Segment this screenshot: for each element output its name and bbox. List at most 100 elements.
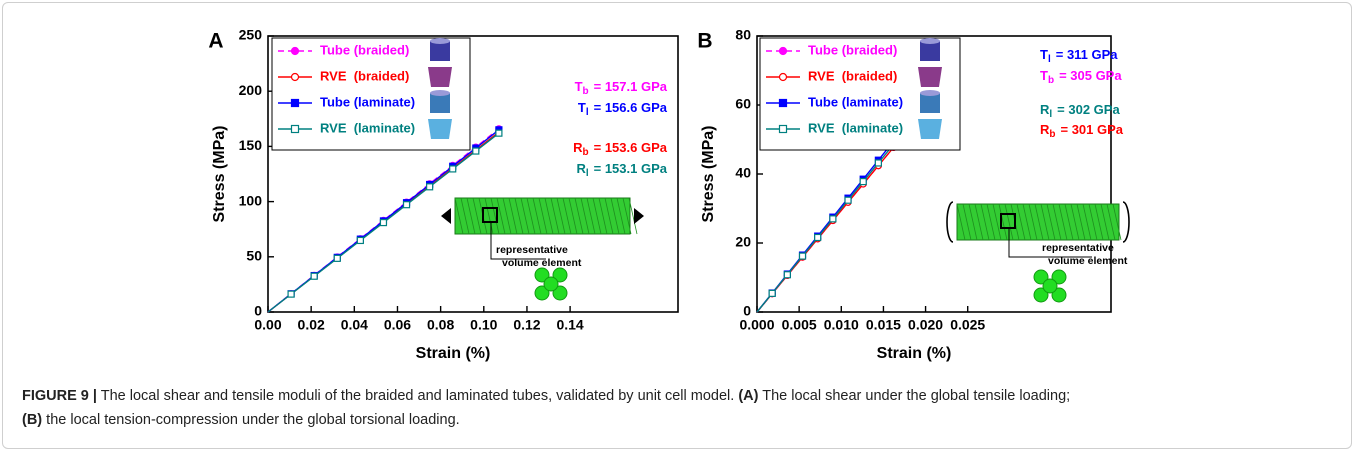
caption-text: (B)	[22, 412, 43, 428]
modulus-value: = 302 GPa	[1057, 102, 1120, 117]
inset-mesh	[586, 197, 596, 235]
caption-text: The local shear under the global tensile…	[758, 388, 1071, 404]
inset-mesh	[454, 197, 464, 235]
y-axis-title: Stress (MPa)	[700, 126, 717, 223]
y-tick-label: 60	[735, 96, 751, 112]
x-tick-label: 0.015	[866, 317, 901, 333]
x-tick-label: 0.14	[556, 317, 583, 333]
inset-mesh	[1058, 203, 1068, 241]
legend-icon	[430, 41, 450, 61]
legend-label: Tube (braided)	[320, 42, 409, 57]
y-tick-label: 40	[735, 165, 751, 181]
y-tick-label: 50	[246, 248, 262, 264]
modulus-value: = 301 GPa	[1061, 122, 1124, 137]
inset-mesh	[592, 197, 602, 235]
point	[495, 129, 503, 137]
inset-mesh	[490, 197, 500, 235]
legend-icon	[920, 90, 940, 96]
inset-mesh	[1016, 203, 1026, 241]
y-tick-label: 20	[735, 234, 751, 250]
point	[829, 215, 837, 223]
point	[783, 271, 791, 279]
caption-line: (B) the local tension-compression under …	[22, 408, 1342, 432]
y-tick-label: 80	[735, 27, 751, 43]
legend-icon	[918, 67, 942, 87]
legend-marker	[290, 46, 300, 56]
modulus-value: = 305 GPa	[1059, 68, 1122, 83]
caption-text: The local shear and tensile moduli of th…	[96, 388, 739, 404]
inset-mesh	[1040, 203, 1050, 241]
inset-mesh	[980, 203, 990, 241]
legend-icon	[920, 38, 940, 44]
inset-label: representative	[1042, 242, 1114, 254]
point	[798, 252, 807, 260]
inset-label: volume element	[502, 257, 582, 269]
inset-mesh	[526, 197, 536, 235]
inset-mesh	[998, 203, 1008, 241]
inset-mesh	[574, 197, 584, 235]
inset-arrow	[441, 208, 451, 224]
inset-mesh	[610, 197, 620, 235]
modulus-label: Tl = 156.6 GPa	[578, 100, 668, 117]
caption-text: FIGURE 9 |	[22, 388, 97, 404]
caption: FIGURE 9 | The local shear and tensile m…	[22, 384, 1342, 432]
point	[310, 272, 318, 280]
modulus-label: Tb = 157.1 GPa	[575, 79, 668, 96]
inset-mesh	[532, 197, 542, 235]
modulus-symbol: T	[578, 100, 586, 115]
modulus-label: Rb = 153.6 GPa	[573, 140, 668, 157]
inset-mesh	[1004, 203, 1014, 241]
inset-mesh	[1076, 203, 1086, 241]
inset-mesh	[1094, 203, 1104, 241]
point	[844, 196, 852, 204]
point	[402, 201, 411, 209]
unit-cell-knot	[534, 285, 550, 301]
modulus-subscript: l	[1048, 54, 1051, 65]
point	[814, 233, 822, 242]
caption-text: the local tension-compression under the …	[42, 412, 460, 428]
legend-icon	[920, 41, 940, 61]
inset-mesh	[1064, 203, 1074, 241]
modulus-symbol: R	[576, 161, 586, 176]
modulus-value: = 156.6 GPa	[594, 100, 668, 115]
point	[287, 290, 295, 298]
legend-marker	[778, 124, 788, 134]
caption-line: FIGURE 9 | The local shear and tensile m…	[22, 384, 1342, 408]
charts: A 0.00 0.02 0.04 0.06 0.08 0.10 0.12 0.14 0 50 100 1…	[208, 27, 1130, 362]
legend-label: RVE (laminate)	[808, 120, 903, 135]
inset-arrow	[1122, 201, 1130, 243]
legend-icon	[428, 67, 452, 87]
modulus-symbol: T	[575, 79, 583, 94]
modulus-symbol: R	[1040, 102, 1050, 117]
inset-mesh	[550, 197, 560, 235]
legend-label: RVE (braided)	[320, 68, 409, 83]
unit-cell-knot	[1051, 269, 1067, 285]
legend-label: Tube (laminate)	[320, 94, 415, 109]
point	[333, 254, 341, 262]
inset-mesh	[562, 197, 572, 235]
legend-icon	[430, 93, 450, 113]
inset-mesh	[502, 197, 512, 235]
legend-marker	[290, 72, 300, 82]
legend-label: Tube (laminate)	[808, 94, 903, 109]
modulus-subscript: b	[1048, 75, 1054, 86]
unit-cell-knot	[543, 276, 559, 292]
x-tick-label: 0.010	[824, 317, 859, 333]
x-tick-label: 0.04	[341, 317, 368, 333]
caption-text: (A)	[738, 388, 759, 404]
inset-mesh	[1112, 203, 1122, 241]
inset-mesh	[484, 197, 494, 235]
x-tick-label: 0.025	[950, 317, 985, 333]
inset-mesh	[1100, 203, 1110, 241]
inset-rve-box	[482, 207, 498, 223]
legend-icon	[430, 90, 450, 96]
inset-leader	[490, 222, 546, 260]
legend-marker	[290, 98, 300, 108]
inset-mesh	[1082, 203, 1092, 241]
legend-icon	[920, 93, 940, 113]
modulus-symbol: T	[1040, 47, 1048, 62]
legend-marker	[290, 124, 300, 134]
legend-marker	[778, 72, 788, 82]
legend-label: RVE (braided)	[808, 68, 897, 83]
